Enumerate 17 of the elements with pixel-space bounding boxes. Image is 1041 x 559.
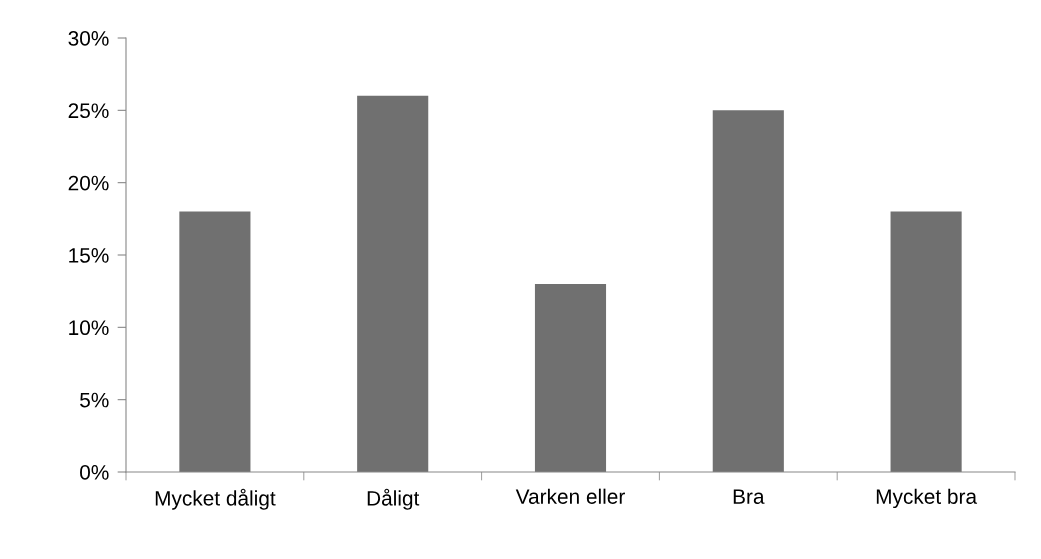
bar bbox=[890, 211, 962, 472]
y-tick-label: 0% bbox=[80, 465, 109, 480]
y-tick-label: 20% bbox=[68, 175, 109, 191]
y-tick-label: 5% bbox=[80, 392, 109, 408]
x-tick-label: Mycket dåligt bbox=[155, 488, 276, 510]
x-tick-label: Dåligt bbox=[367, 488, 420, 510]
y-tick-label: 30% bbox=[68, 31, 109, 46]
bar bbox=[357, 95, 429, 472]
x-tick-label: Bra bbox=[733, 489, 765, 504]
y-tick-label: 25% bbox=[68, 103, 109, 119]
bar bbox=[712, 110, 784, 472]
x-tick-label: Mycket bra bbox=[876, 488, 978, 509]
y-tick-label: 15% bbox=[69, 248, 109, 263]
x-tick-label: Varken eller bbox=[515, 488, 625, 504]
y-tick-label: 10% bbox=[69, 320, 109, 336]
bar bbox=[534, 283, 607, 472]
bar bbox=[179, 211, 251, 472]
